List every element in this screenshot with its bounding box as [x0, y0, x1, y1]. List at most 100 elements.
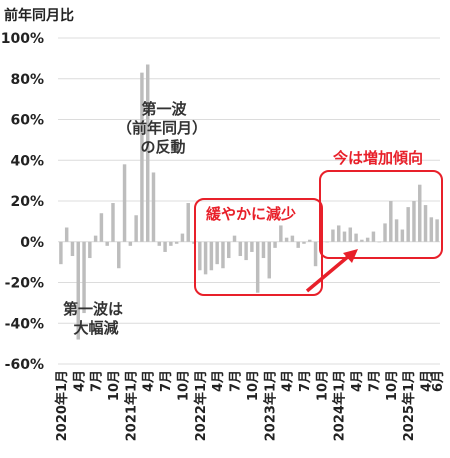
annotation-wave1-rebound-line2: （前年同月）	[117, 119, 207, 137]
increase-box	[319, 170, 443, 259]
bar	[279, 225, 283, 242]
x-tick-label: 4月	[72, 370, 87, 392]
bar	[70, 241, 75, 257]
bar	[313, 241, 318, 267]
bar	[331, 229, 335, 242]
bar	[354, 233, 358, 242]
x-tick-label: 7月	[298, 370, 313, 392]
bar	[122, 164, 127, 242]
bar	[296, 241, 300, 248]
x-tick-label: 10月	[107, 370, 122, 401]
x-tick-label: 2025年1月	[401, 370, 417, 441]
bar	[429, 217, 434, 242]
bar	[267, 241, 271, 279]
y-tick-label: 60%	[10, 113, 44, 129]
bar	[365, 237, 370, 242]
bar	[221, 241, 225, 269]
annotations: 緩やかに減少 今は増加傾向 第一波 （前年同月） の反動 第一波は 大幅減	[63, 100, 443, 337]
y-axis-title: 前年同月比	[4, 7, 74, 24]
bar	[174, 241, 179, 244]
bar	[186, 203, 190, 242]
decline-box	[194, 198, 323, 296]
bar	[157, 241, 162, 246]
bar	[169, 241, 173, 246]
bar	[290, 235, 295, 242]
bar	[400, 229, 405, 242]
bar	[244, 241, 248, 261]
trend-arrow-line	[305, 253, 352, 293]
bar	[227, 241, 231, 259]
y-tick-label: -20%	[5, 276, 44, 292]
bar	[394, 219, 399, 242]
x-tick-label: 4月	[420, 370, 435, 392]
bar	[412, 201, 416, 242]
bar	[284, 237, 289, 242]
bar	[255, 241, 260, 293]
y-tick-label: 80%	[10, 72, 44, 88]
annotation-moderate-decline: 緩やかに減少	[206, 205, 296, 223]
bars	[59, 64, 439, 340]
y-tick-label: 100%	[1, 31, 44, 47]
annotation-wave1-rebound-line3: の反動	[140, 138, 185, 156]
bar	[232, 235, 237, 242]
trend-arrow-head	[343, 249, 358, 263]
x-tick-label: 7月	[229, 370, 244, 392]
bar	[360, 239, 364, 242]
bar	[88, 241, 92, 259]
annotation-wave1-rebound-line1: 第一波	[141, 100, 187, 118]
y-tick-label: -60%	[5, 357, 44, 373]
x-tick-label: 4月	[281, 370, 296, 392]
y-tick-label: -40%	[5, 316, 44, 332]
bar	[105, 241, 109, 246]
bar	[406, 207, 410, 242]
x-tick-label: 2021年1月	[123, 370, 139, 441]
bar	[93, 235, 98, 242]
x-tick-label: 10月	[385, 370, 400, 401]
bar	[238, 241, 243, 257]
y-tick-label: 20%	[10, 194, 44, 210]
bar	[128, 241, 133, 246]
bar	[371, 231, 376, 242]
x-tick-label: 2024年1月	[332, 370, 348, 441]
bar	[273, 241, 277, 248]
x-tick-label: 4月	[211, 370, 226, 392]
annotation-wave1-drop-line1: 第一波は	[63, 300, 123, 318]
bar	[215, 241, 219, 265]
bar	[180, 233, 185, 242]
x-tick-label: 7月	[159, 370, 174, 392]
bar	[99, 213, 104, 242]
x-tick-label: 2020年1月	[54, 370, 70, 441]
bar	[302, 241, 306, 244]
bar	[82, 241, 86, 314]
bar	[151, 172, 156, 242]
bar	[59, 241, 63, 265]
x-tick-label: 10月	[246, 370, 261, 401]
bar	[111, 203, 115, 242]
bar	[250, 241, 254, 252]
bar	[145, 64, 150, 242]
x-tick-label: 7月	[367, 370, 382, 392]
bar	[203, 241, 208, 275]
bar	[342, 231, 347, 242]
x-tick-label: 2022年1月	[193, 370, 209, 441]
bar	[198, 241, 202, 271]
x-tick-labels: 2020年1月 4月 7月 10月 2021年1月 4月 7月 10月 2022年1月 4月 7月 1…	[54, 370, 446, 441]
x-tick-label: 7月	[90, 370, 105, 392]
bar	[348, 227, 353, 242]
gridlines	[58, 37, 440, 365]
bar	[308, 239, 312, 242]
bar	[209, 241, 214, 271]
bar	[389, 201, 393, 242]
x-tick-label: 10月	[315, 370, 330, 401]
bar	[435, 219, 439, 242]
bar	[117, 241, 121, 269]
y-tick-label: 40%	[10, 153, 44, 169]
x-tick-label: 4月	[350, 370, 365, 392]
x-tick-label: 4月	[142, 370, 157, 392]
x-tick-label: 2023年1月	[262, 370, 278, 441]
bar	[336, 225, 341, 242]
bar	[64, 227, 69, 242]
x-tick-label: 10月	[176, 370, 191, 401]
bar	[423, 205, 428, 242]
